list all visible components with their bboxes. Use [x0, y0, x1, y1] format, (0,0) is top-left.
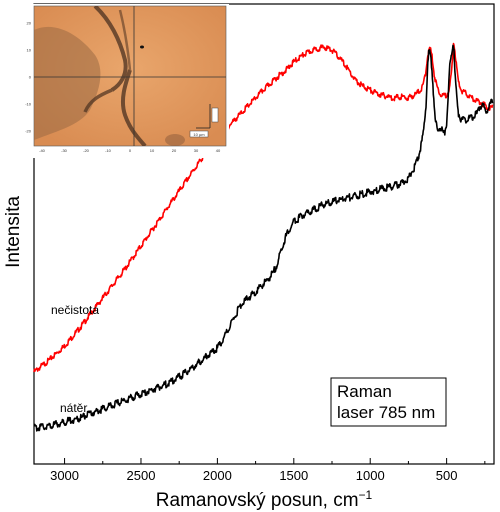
- inset-vein-4: [118, 9, 132, 71]
- inset-vein-2: [120, 69, 147, 146]
- x-tick-label: 2000: [203, 468, 232, 483]
- inset-x-tick-label: -30: [61, 148, 68, 153]
- x-tick-label: 500: [436, 468, 458, 483]
- inset-y-ticks: -20 -10 0 10 20: [25, 21, 32, 134]
- x-axis-ticks: 3000 2500 2000 1500 1000 500: [50, 458, 486, 483]
- inset-vein-1: [93, 6, 128, 92]
- inset-micrograph: 10 µm -40 -30 -20 -10 0 10 20 30 40 -20 -10 0 10 20: [24, 4, 229, 158]
- x-tick-label: 3000: [50, 468, 79, 483]
- inset-x-tick-label: 40: [216, 148, 221, 153]
- plot-frame: [33, 3, 495, 465]
- annotation-frame: [330, 377, 447, 427]
- inset-x-ticks: -40 -30 -20 -10 0 10 20 30 40: [39, 148, 221, 153]
- series-label-nater: nátěr: [60, 401, 87, 415]
- inset-x-tick-label: 30: [194, 148, 199, 153]
- inset-scale-bar: 10 µm: [189, 104, 219, 138]
- inset-x-tick-label: -40: [39, 148, 46, 153]
- x-tick-label: 1000: [356, 468, 385, 483]
- inset-x-tick-label: 20: [172, 148, 177, 153]
- x-tick-label: 1500: [279, 468, 308, 483]
- inset-y-tick-label: -20: [25, 129, 32, 134]
- series-label-necistota: nečistota: [51, 303, 99, 317]
- inset-spot: [140, 45, 144, 49]
- annotation-line-2: laser 785 nm: [337, 403, 435, 422]
- inset-spot-2: [165, 134, 185, 146]
- series-line-nater: [33, 44, 494, 432]
- inset-y-tick-label: -10: [25, 102, 32, 107]
- inset-y-tick-label: 20: [27, 21, 32, 26]
- inset-vein-3: [83, 88, 113, 113]
- x-axis-title-superscript: −1: [359, 488, 373, 502]
- inset-scale-bar-label: 10 µm: [193, 132, 205, 137]
- inset-x-tick-label: -10: [105, 148, 112, 153]
- series-line-necistota: [33, 42, 494, 373]
- inset-x-tick-label: 10: [150, 148, 155, 153]
- x-tick-label: 2500: [127, 468, 156, 483]
- y-axis-title: Intensita: [3, 196, 24, 268]
- x-axis-title: Ramanovský posun, cm−1: [156, 488, 373, 511]
- annotation-box: Raman laser 785 nm: [330, 377, 447, 427]
- inset-y-tick-label: 0: [29, 75, 32, 80]
- inset-x-tick-label: 0: [129, 148, 132, 153]
- inset-y-tick-label: 10: [27, 48, 32, 53]
- inset-x-tick-label: -20: [83, 148, 90, 153]
- annotation-line-1: Raman: [337, 382, 392, 401]
- inset-dark-region: [34, 26, 101, 141]
